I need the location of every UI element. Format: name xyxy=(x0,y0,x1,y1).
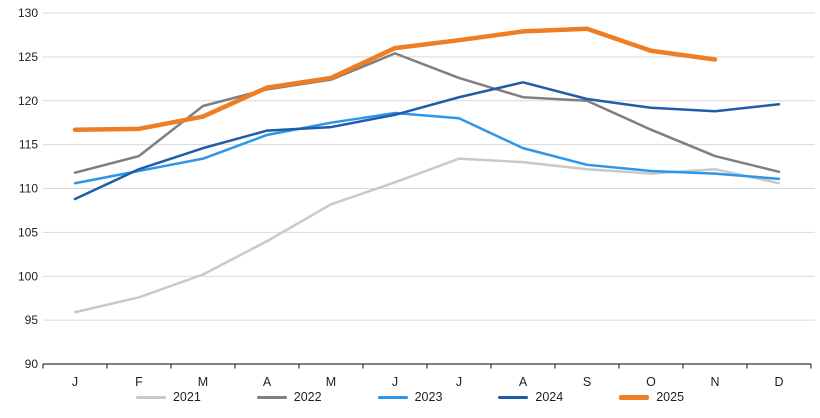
legend-item-2021: 2021 xyxy=(135,390,201,404)
series-line-2021 xyxy=(73,157,781,314)
x-axis-label: F xyxy=(135,375,143,389)
y-axis-label: 130 xyxy=(18,6,38,20)
legend-label-2021: 2021 xyxy=(172,390,201,404)
legend-swatch-2024 xyxy=(498,396,529,399)
legend-label-2022: 2022 xyxy=(293,390,322,404)
legend-label-2024: 2024 xyxy=(535,390,564,404)
x-axis-label: S xyxy=(583,375,591,389)
legend-label-2025: 2025 xyxy=(656,390,685,404)
y-axis-label: 95 xyxy=(25,313,39,327)
x-axis-label: N xyxy=(710,375,719,389)
legend-swatch-2025 xyxy=(619,395,650,400)
x-axis-label: J xyxy=(392,375,398,389)
y-axis-label: 125 xyxy=(18,50,38,64)
legend-swatch-2022 xyxy=(256,396,287,399)
legend-item-2024: 2024 xyxy=(498,391,563,404)
x-axis-label: A xyxy=(263,375,272,389)
y-axis-label: 115 xyxy=(19,138,38,152)
legend-item-2025: 2025 xyxy=(619,391,684,404)
legend-swatch-2021 xyxy=(135,396,166,399)
legend-item-2023: 2023 xyxy=(377,390,443,404)
x-axis-label: M xyxy=(198,375,208,389)
y-axis-label: 105 xyxy=(18,225,38,239)
x-axis-label: J xyxy=(456,375,462,389)
x-axis-label: J xyxy=(72,375,78,389)
x-axis-label: D xyxy=(774,375,783,389)
series-line-2024 xyxy=(73,81,781,201)
legend-item-2022: 2022 xyxy=(256,390,322,404)
x-axis-label: M xyxy=(326,375,336,389)
series-line-2025 xyxy=(72,26,718,132)
y-axis-label: 100 xyxy=(18,269,38,283)
series-line-2022 xyxy=(73,52,781,174)
x-axis-label: O xyxy=(646,375,656,389)
y-axis-label: 90 xyxy=(25,357,39,371)
series-line-2023 xyxy=(73,111,781,185)
legend-swatch-2023 xyxy=(377,396,408,399)
y-axis-label: 120 xyxy=(18,94,38,108)
legend-label-2023: 2023 xyxy=(414,390,443,404)
x-axis-label: A xyxy=(519,375,528,389)
legend: 2021 2022 2023 2024 2025 xyxy=(0,391,820,404)
y-axis-label: 110 xyxy=(19,182,38,196)
